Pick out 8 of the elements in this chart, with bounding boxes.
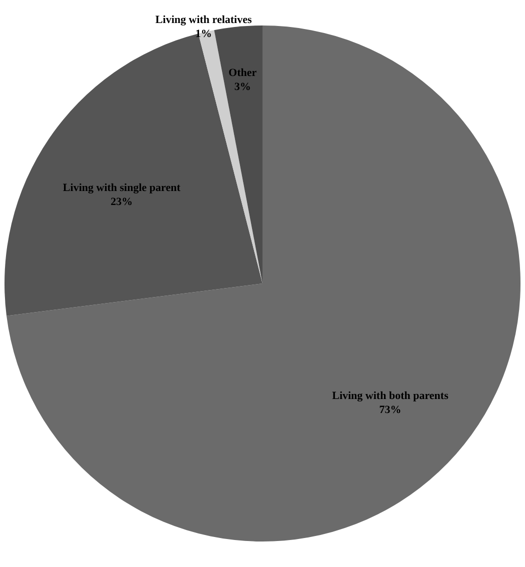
data-label: 1% (195, 28, 212, 40)
data-label: 3% (234, 80, 251, 93)
slice-label: Living with both parents (332, 390, 450, 402)
slice-label: Other (228, 66, 257, 79)
data-label: 73% (379, 404, 402, 416)
data-label: 23% (110, 196, 133, 208)
slice-label: Living with single parent (62, 182, 181, 194)
slice-label: Living with relatives (155, 14, 252, 26)
